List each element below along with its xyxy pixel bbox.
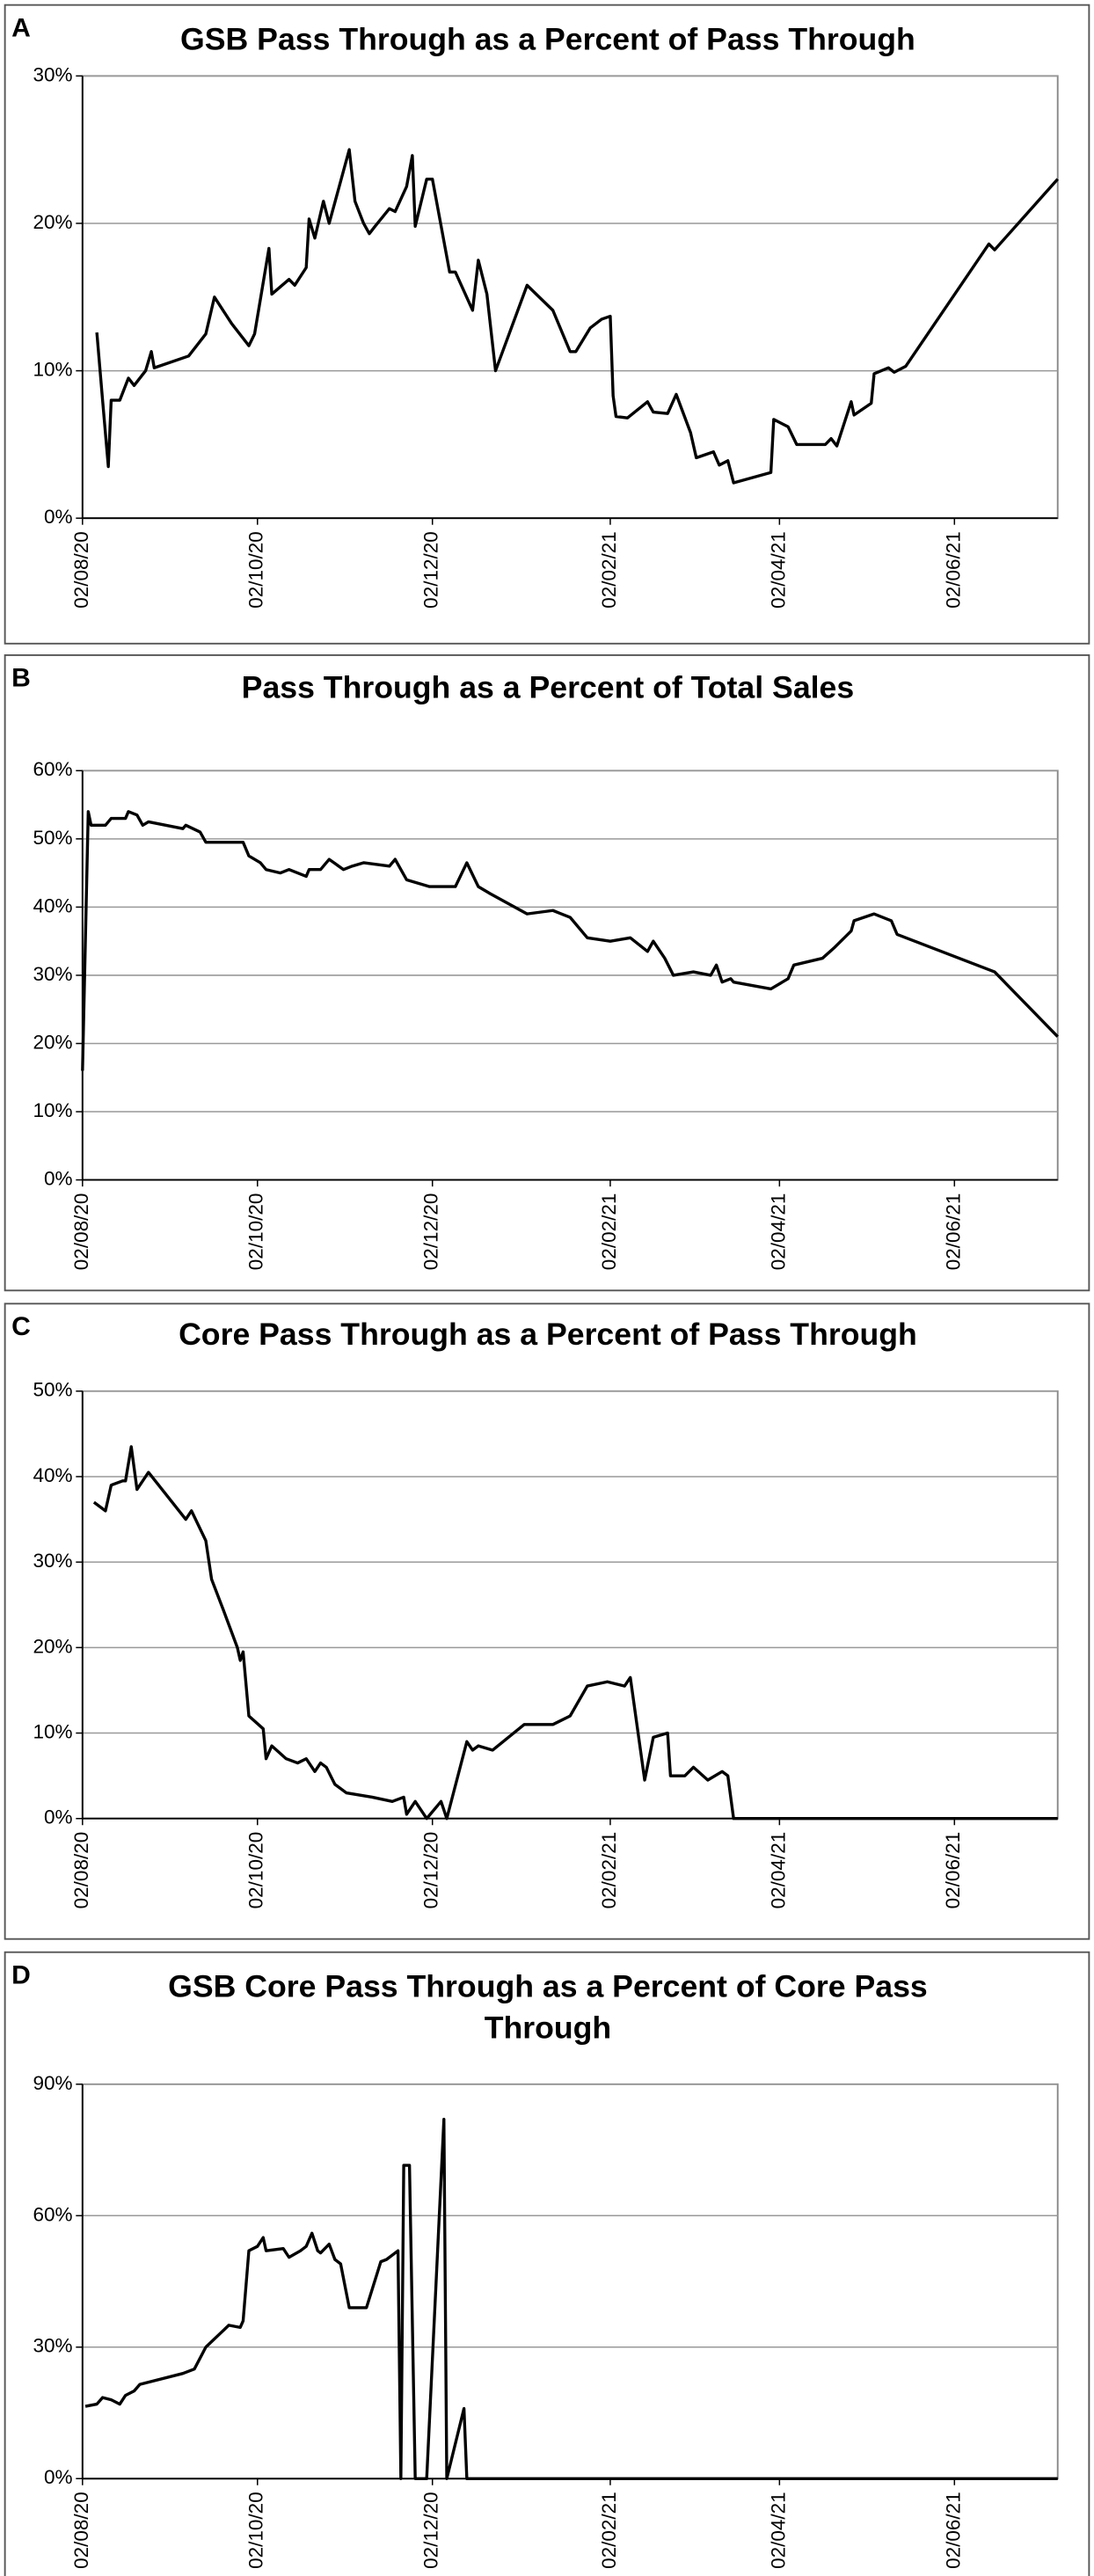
data-line xyxy=(92,1445,1058,1821)
chart-title: Core Pass Through as a Percent of Pass T… xyxy=(179,1317,917,1352)
y-tick-label: 40% xyxy=(33,1464,73,1486)
x-tick-label: 02/06/21 xyxy=(942,1193,964,1271)
x-tick-label: 02/12/20 xyxy=(420,1193,442,1271)
panel-letter: C xyxy=(11,1312,31,1341)
y-tick-label: 30% xyxy=(33,2335,73,2357)
plot-area xyxy=(81,1390,1059,1820)
x-tick-label: 02/12/20 xyxy=(420,1832,442,1909)
panel-letter: D xyxy=(11,1960,31,1989)
x-tick-label: 02/10/20 xyxy=(245,1832,267,1909)
y-tick-label: 10% xyxy=(33,1720,73,1742)
x-tick-label: 02/12/20 xyxy=(420,531,442,609)
x-tick-label: 02/08/20 xyxy=(70,1832,92,1909)
y-tick-label: 30% xyxy=(33,63,73,85)
y-tick-label: 0% xyxy=(44,1806,73,1828)
y-tick-label: 30% xyxy=(33,1550,73,1572)
y-tick-label: 20% xyxy=(33,211,73,233)
x-tick-label: 02/10/20 xyxy=(245,531,267,609)
y-tick-label: 40% xyxy=(33,894,73,916)
x-tick-label: 02/10/20 xyxy=(245,1193,267,1271)
x-tick-label: 02/08/20 xyxy=(70,531,92,609)
x-tick-label: 02/04/21 xyxy=(767,1193,789,1271)
x-tick-label: 02/02/21 xyxy=(598,1193,620,1271)
x-tick-label: 02/02/21 xyxy=(598,531,620,609)
y-tick-label: 0% xyxy=(44,2466,73,2488)
y-tick-label: 10% xyxy=(33,359,73,381)
y-tick-label: 20% xyxy=(33,1635,73,1657)
x-tick-label: 02/12/20 xyxy=(420,2492,442,2569)
data-line xyxy=(84,2117,1058,2480)
y-tick-label: 50% xyxy=(33,827,73,849)
y-tick-label: 60% xyxy=(33,2203,73,2225)
x-tick-label: 02/06/21 xyxy=(942,2492,964,2569)
panel-frame xyxy=(4,4,1090,645)
chart-title: Pass Through as a Percent of Total Sales xyxy=(242,670,855,705)
panel-frame xyxy=(4,653,1090,1292)
y-tick-label: 60% xyxy=(33,758,73,780)
data-line xyxy=(95,148,1059,485)
chart-title: GSB Pass Through as a Percent of Pass Th… xyxy=(180,21,915,56)
x-tick-label: 02/10/20 xyxy=(245,2492,267,2569)
panel-letter: A xyxy=(11,13,31,42)
title-line: Through xyxy=(485,2010,612,2045)
x-tick-label: 02/02/21 xyxy=(598,1832,620,1909)
x-tick-label: 02/04/21 xyxy=(767,1832,789,1909)
panel-frame xyxy=(4,1951,1090,2576)
x-tick-label: 02/02/21 xyxy=(598,2492,620,2569)
title-line: GSB Core Pass Through as a Percent of Co… xyxy=(168,1968,928,2003)
y-tick-label: 30% xyxy=(33,963,73,985)
x-tick-label: 02/08/20 xyxy=(70,2492,92,2569)
x-tick-label: 02/06/21 xyxy=(942,531,964,609)
x-tick-label: 02/08/20 xyxy=(70,1193,92,1271)
panel-frame xyxy=(4,1303,1090,1940)
x-tick-label: 02/04/21 xyxy=(767,2492,789,2569)
data-line xyxy=(81,810,1059,1071)
x-tick-label: 02/06/21 xyxy=(942,1832,964,1909)
y-tick-label: 0% xyxy=(44,506,73,528)
y-tick-label: 50% xyxy=(33,1379,73,1401)
y-tick-label: 0% xyxy=(44,1168,73,1190)
y-tick-label: 90% xyxy=(33,2072,73,2094)
plot-area xyxy=(81,75,1059,520)
chart-title: GSB Core Pass Through as a Percent of Co… xyxy=(168,1968,928,2045)
plot-area xyxy=(81,2083,1059,2480)
y-tick-label: 20% xyxy=(33,1031,73,1053)
y-tick-label: 10% xyxy=(33,1099,73,1121)
x-tick-label: 02/04/21 xyxy=(767,531,789,609)
panel-letter: B xyxy=(11,664,31,693)
